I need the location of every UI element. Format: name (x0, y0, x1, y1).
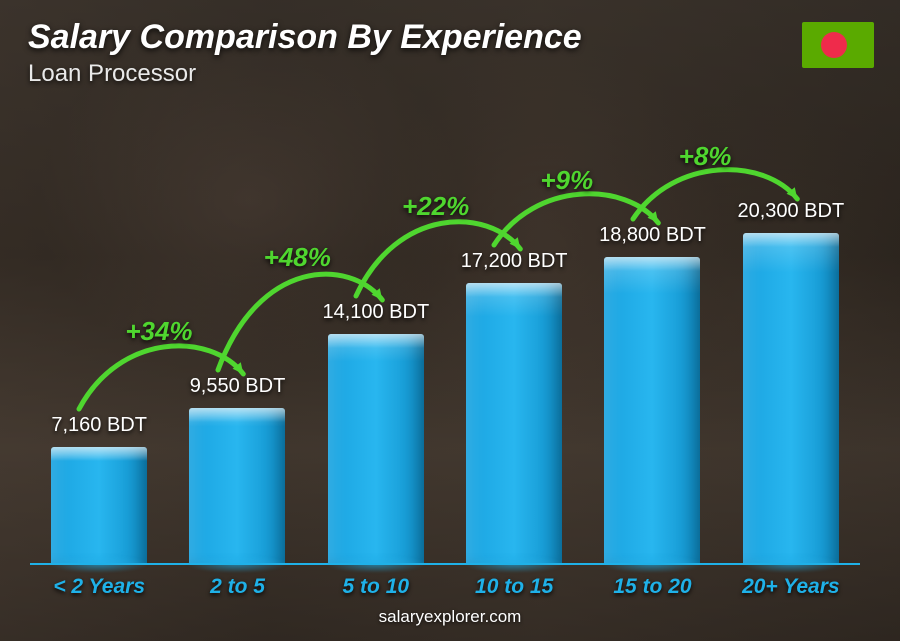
bar-value: 17,200 BDT (445, 250, 583, 273)
bar (604, 257, 700, 563)
bar-label: 20+ Years (722, 575, 860, 599)
bar-value: 14,100 BDT (307, 301, 445, 324)
bar (51, 447, 147, 563)
bar-chart: 7,160 BDT< 2 Years9,550 BDT2 to 514,100 … (30, 120, 860, 563)
increase-percent: +9% (540, 165, 593, 196)
bar-label: 15 to 20 (583, 575, 721, 599)
bar (743, 233, 839, 563)
bar-label: 2 to 5 (168, 575, 306, 599)
increase-percent: +48% (264, 242, 331, 273)
bar-value: 20,300 BDT (722, 200, 860, 223)
flag-disc-icon (821, 32, 847, 58)
footer-credit: salaryexplorer.com (0, 607, 900, 627)
bar-label: 10 to 15 (445, 575, 583, 599)
chart-canvas: Salary Comparison By Experience Loan Pro… (0, 0, 900, 641)
page-title: Salary Comparison By Experience (28, 18, 582, 57)
x-axis-line (30, 563, 860, 565)
bar-label: 5 to 10 (307, 575, 445, 599)
bar-value: 7,160 BDT (30, 414, 168, 437)
bar (189, 408, 285, 563)
bar (328, 334, 424, 563)
bar-value: 9,550 BDT (168, 375, 306, 398)
bar (466, 283, 562, 563)
bar-value: 18,800 BDT (583, 224, 721, 247)
page-subtitle: Loan Processor (28, 60, 196, 88)
increase-percent: +8% (679, 141, 732, 172)
increase-percent: +22% (402, 191, 469, 222)
bar-label: < 2 Years (30, 575, 168, 599)
increase-percent: +34% (125, 316, 192, 347)
country-flag-icon (802, 22, 874, 68)
